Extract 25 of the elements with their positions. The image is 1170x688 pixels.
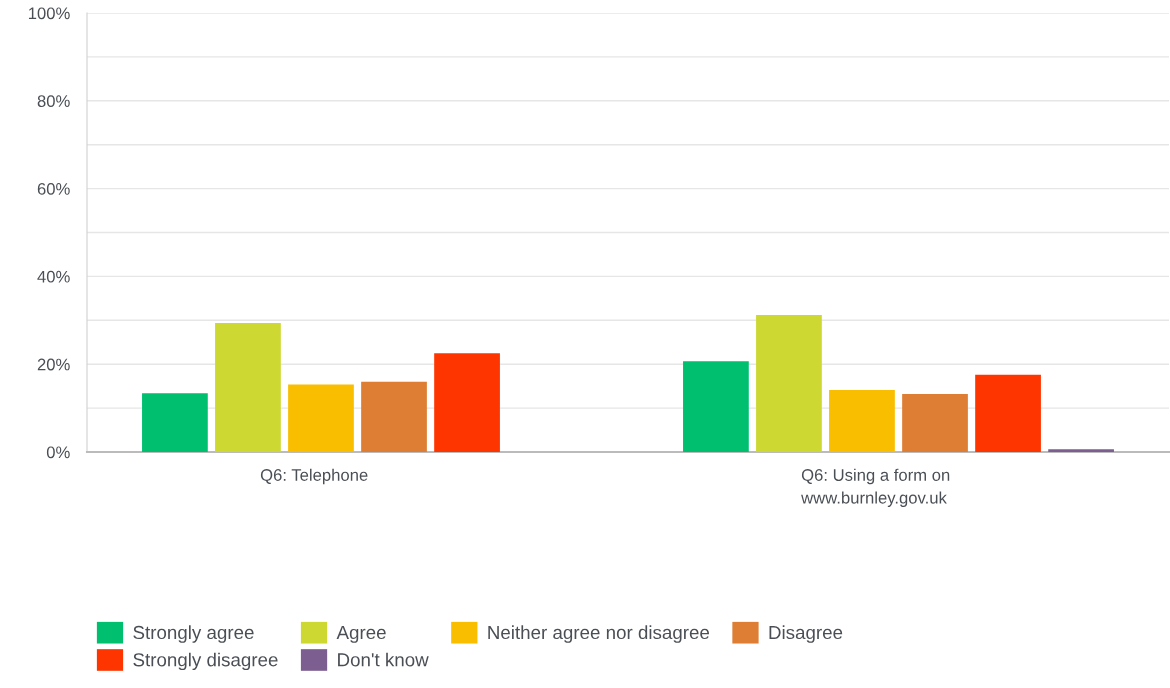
y-tick-label: 0% [46, 446, 70, 459]
bar [756, 315, 822, 452]
bar [215, 322, 281, 452]
y-tick-label: 60% [37, 183, 70, 195]
bar [902, 394, 968, 452]
y-tick-label: 80% [37, 95, 70, 107]
x-tick-label: Q6: Telephone [260, 468, 368, 485]
bar [829, 390, 895, 452]
bar [1048, 449, 1114, 452]
y-tick-label: 20% [37, 358, 70, 371]
legend-label: Don't know [338, 652, 429, 667]
legend-label: Neither agree nor disagree [488, 625, 710, 643]
legend-label: Disagree [769, 625, 843, 643]
bar [142, 393, 208, 452]
bar [975, 374, 1041, 452]
legend-label: Strongly agree [133, 625, 254, 643]
bar [434, 353, 500, 452]
legend-label: Agree [336, 626, 386, 643]
legend-label: Strongly disagree [133, 652, 278, 671]
y-tick-label: 100% [28, 7, 70, 20]
bar [361, 381, 427, 452]
bar [288, 384, 354, 452]
y-tick-label: 40% [37, 270, 70, 283]
bar [683, 361, 749, 452]
x-tick-label: Q6: Using a form on www.burnley.gov.uk [801, 468, 950, 507]
